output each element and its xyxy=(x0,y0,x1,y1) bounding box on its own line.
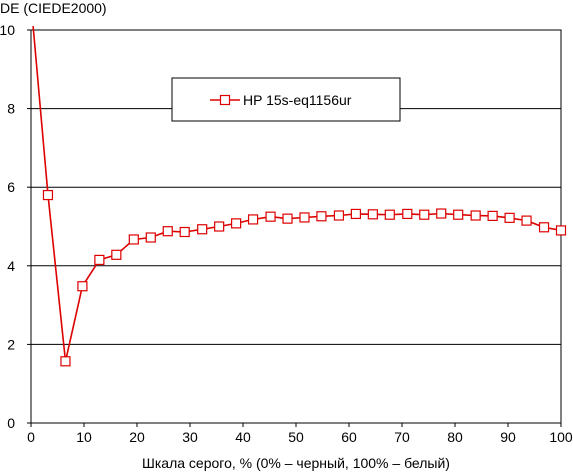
grid-lines xyxy=(31,108,561,345)
data-point xyxy=(77,281,88,292)
x-tick-label: 30 xyxy=(182,429,198,445)
x-tick-label: 20 xyxy=(129,429,145,445)
y-axis-label: DE (CIEDE2000) xyxy=(0,0,107,16)
x-tick-label: 10 xyxy=(76,429,92,445)
series-markers xyxy=(42,189,567,367)
y-tick-label: 4 xyxy=(7,258,15,274)
y-tick-label: 6 xyxy=(7,179,15,195)
data-point xyxy=(470,210,481,221)
data-point xyxy=(487,210,498,221)
y-tick-label: 0 xyxy=(7,415,15,431)
x-tick-label: 40 xyxy=(235,429,251,445)
y-tick-label: 2 xyxy=(7,336,15,352)
x-tick-label: 50 xyxy=(288,429,304,445)
data-point xyxy=(504,212,515,223)
data-point xyxy=(60,356,71,367)
data-point xyxy=(247,214,259,225)
data-point xyxy=(419,209,430,220)
legend: HP 15s-eq1156ur xyxy=(171,77,401,122)
data-point xyxy=(555,225,567,236)
data-point xyxy=(316,211,327,222)
data-point xyxy=(367,209,378,220)
y-axis-ticks: 0 2 4 6 8 10 xyxy=(0,22,31,431)
x-tick-label: 100 xyxy=(549,429,573,445)
data-point xyxy=(197,224,208,235)
data-point xyxy=(42,189,54,201)
x-tick-label: 90 xyxy=(500,429,516,445)
x-tick-label: 80 xyxy=(447,429,463,445)
data-point xyxy=(231,218,242,229)
data-point xyxy=(128,234,139,245)
data-point xyxy=(538,222,550,233)
data-point xyxy=(162,226,173,237)
x-tick-label: 70 xyxy=(394,429,410,445)
y-tick-label: 8 xyxy=(7,101,15,117)
legend-label: HP 15s-eq1156ur xyxy=(243,92,352,108)
data-point xyxy=(111,249,122,260)
data-point xyxy=(214,221,225,232)
data-point xyxy=(384,209,395,220)
data-point xyxy=(94,254,105,266)
data-point xyxy=(179,226,190,238)
data-point xyxy=(350,208,361,220)
y-tick-label: 10 xyxy=(0,22,15,38)
data-point xyxy=(453,209,464,220)
x-tick-label: 60 xyxy=(341,429,357,445)
data-point xyxy=(333,210,345,221)
x-axis-label: Шкала серого, % (0% – черный, 100% – бел… xyxy=(142,455,450,471)
x-axis-ticks: 0 10 20 30 40 50 60 70 80 90 100 xyxy=(27,423,573,445)
data-point xyxy=(145,232,156,243)
data-point xyxy=(282,213,293,224)
data-point xyxy=(299,212,310,223)
data-point xyxy=(521,215,532,226)
x-tick-label: 0 xyxy=(27,429,35,445)
data-point xyxy=(436,208,447,219)
series-line xyxy=(32,26,562,362)
data-point xyxy=(265,211,276,222)
data-point xyxy=(402,208,413,220)
legend-marker xyxy=(219,94,231,106)
